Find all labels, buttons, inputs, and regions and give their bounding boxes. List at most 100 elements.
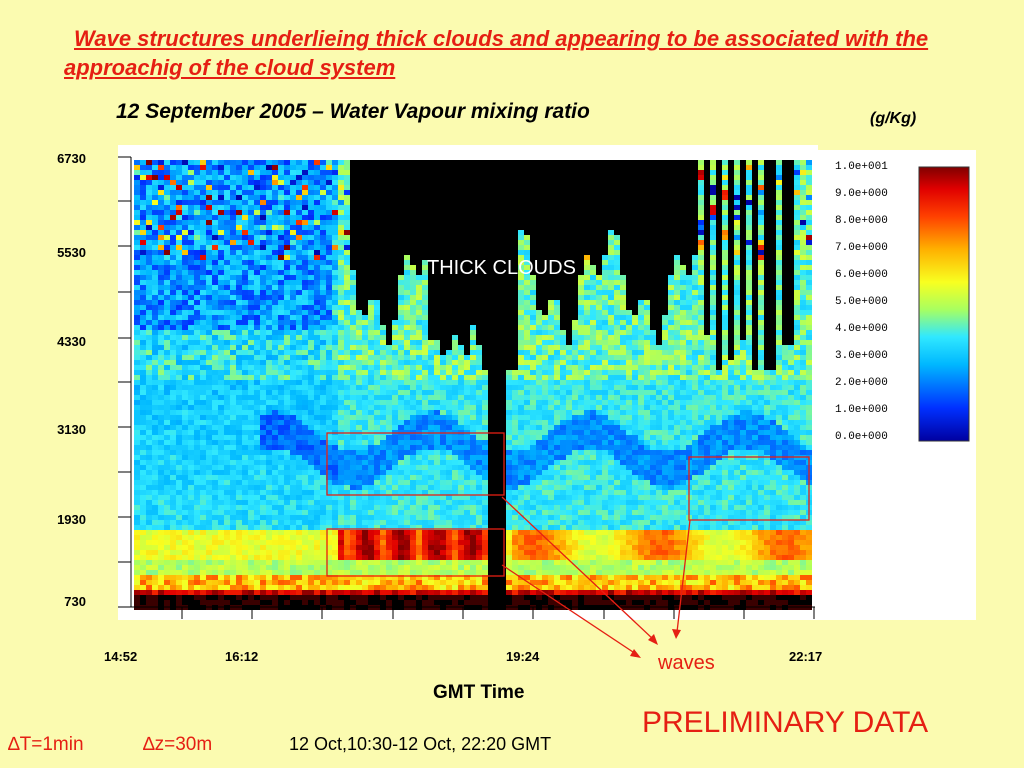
heatmap-cell (566, 290, 572, 295)
heatmap-cell (584, 240, 590, 245)
heatmap-cell (248, 305, 254, 310)
heatmap-cell (530, 240, 536, 245)
heatmap-cell (698, 255, 704, 260)
heatmap-cell (626, 160, 632, 165)
heatmap-cell (248, 285, 254, 290)
heatmap-cell (572, 185, 578, 190)
heatmap-cell (206, 185, 212, 190)
heatmap-cell (362, 185, 368, 190)
heatmap-cell (650, 245, 656, 250)
heatmap-cell (704, 365, 710, 370)
heatmap-cell (680, 365, 686, 370)
heatmap-cell (530, 160, 536, 165)
heatmap-cell (596, 235, 602, 240)
heatmap-cell (302, 165, 308, 170)
heatmap-cell (554, 335, 560, 340)
heatmap-cell (314, 265, 320, 270)
heatmap-cell (464, 195, 470, 200)
heatmap-cell (692, 260, 698, 265)
heatmap-cell (620, 225, 626, 230)
heatmap-cell (662, 210, 668, 215)
heatmap-cell (728, 295, 734, 300)
heatmap-cell (170, 195, 176, 200)
heatmap-cell (620, 160, 626, 165)
heatmap-cell (776, 315, 782, 320)
heatmap-cell (806, 215, 812, 220)
heatmap-cell (218, 240, 224, 245)
heatmap-cell (368, 350, 374, 355)
heatmap-cell (806, 320, 812, 325)
heatmap-cell (494, 315, 500, 320)
heatmap-cell (260, 215, 266, 220)
heatmap-cell (800, 330, 806, 335)
heatmap-cell (230, 335, 236, 340)
heatmap-cell (182, 270, 188, 275)
heatmap-cell (182, 165, 188, 170)
heatmap-cell (572, 270, 578, 275)
heatmap-cell (404, 260, 410, 265)
heatmap-cell (728, 185, 734, 190)
heatmap-cell (728, 250, 734, 255)
heatmap-cell (572, 240, 578, 245)
heatmap-cell (656, 330, 662, 335)
heatmap-cell (422, 350, 428, 355)
heatmap-cell (608, 360, 614, 365)
heatmap-cell (242, 285, 248, 290)
heatmap-cell (422, 255, 428, 260)
heatmap-cell (494, 205, 500, 210)
heatmap-cell (236, 355, 242, 360)
heatmap-cell (308, 165, 314, 170)
heatmap-cell (686, 350, 692, 355)
heatmap-cell (278, 365, 284, 370)
heatmap-cell (596, 335, 602, 340)
heatmap-cell (572, 195, 578, 200)
heatmap-cell (806, 330, 812, 335)
heatmap-cell (272, 355, 278, 360)
heatmap-cell (464, 185, 470, 190)
heatmap-cell (626, 180, 632, 185)
heatmap-cell (668, 185, 674, 190)
heatmap-cell (494, 355, 500, 360)
heatmap-cell (470, 255, 476, 260)
heatmap-cell (482, 330, 488, 335)
heatmap-cell (620, 315, 626, 320)
heatmap-cell (788, 305, 794, 310)
heatmap-cell (338, 350, 344, 355)
heatmap-cell (290, 335, 296, 340)
heatmap-cell (536, 220, 542, 225)
heatmap-cell (608, 210, 614, 215)
heatmap-cell (206, 210, 212, 215)
heatmap-cell (404, 300, 410, 305)
heatmap-cell (590, 215, 596, 220)
heatmap-cell (398, 280, 404, 285)
heatmap-cell (752, 280, 758, 285)
heatmap-cell (404, 320, 410, 325)
heatmap-cell (158, 165, 164, 170)
heatmap-cell (476, 270, 482, 275)
heatmap-cell (254, 310, 260, 315)
heatmap-cell (716, 160, 722, 165)
heatmap-cell (620, 170, 626, 175)
heatmap-cell (770, 305, 776, 310)
heatmap-cell (698, 265, 704, 270)
heatmap-cell (536, 170, 542, 175)
heatmap-cell (734, 315, 740, 320)
heatmap-cell (584, 340, 590, 345)
heatmap-cell (188, 345, 194, 350)
heatmap-cell (710, 340, 716, 345)
heatmap-cell (566, 190, 572, 195)
heatmap-cell (242, 365, 248, 370)
heatmap-cell (656, 285, 662, 290)
heatmap-cell (134, 335, 140, 340)
heatmap-cell (284, 290, 290, 295)
heatmap-cell (626, 245, 632, 250)
heatmap-cell (158, 295, 164, 300)
heatmap-cell (758, 230, 764, 235)
heatmap-cell (722, 215, 728, 220)
heatmap-cell (614, 370, 620, 375)
heatmap-cell (398, 270, 404, 275)
heatmap-cell (446, 365, 452, 370)
heatmap-cell (500, 170, 506, 175)
heatmap-cell (464, 310, 470, 315)
heatmap-cell (482, 235, 488, 240)
